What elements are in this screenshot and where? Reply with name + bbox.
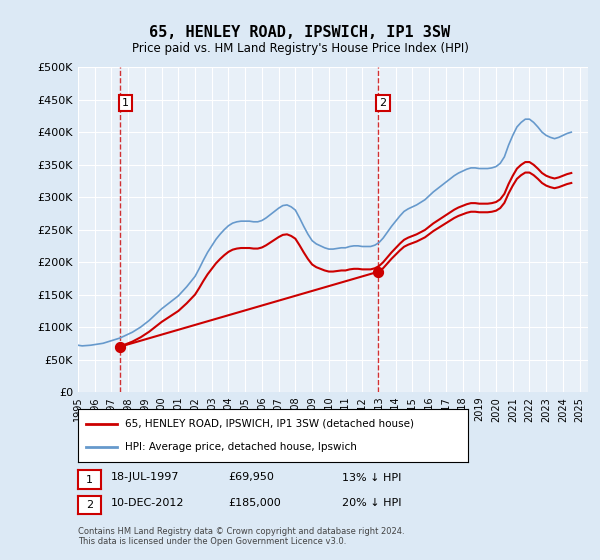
Text: 2: 2 xyxy=(379,98,386,108)
Point xyxy=(373,267,383,276)
Text: 1: 1 xyxy=(86,475,93,484)
Text: 10-DEC-2012: 10-DEC-2012 xyxy=(111,498,185,508)
Text: 20% ↓ HPI: 20% ↓ HPI xyxy=(342,498,401,508)
Text: £185,000: £185,000 xyxy=(228,498,281,508)
Point xyxy=(116,342,125,351)
Text: 65, HENLEY ROAD, IPSWICH, IP1 3SW (detached house): 65, HENLEY ROAD, IPSWICH, IP1 3SW (detac… xyxy=(125,419,414,429)
Text: 1: 1 xyxy=(122,98,129,108)
Text: 18-JUL-1997: 18-JUL-1997 xyxy=(111,473,179,483)
Text: Price paid vs. HM Land Registry's House Price Index (HPI): Price paid vs. HM Land Registry's House … xyxy=(131,42,469,55)
Text: HPI: Average price, detached house, Ipswich: HPI: Average price, detached house, Ipsw… xyxy=(125,442,356,452)
Point xyxy=(116,342,125,351)
Text: 13% ↓ HPI: 13% ↓ HPI xyxy=(342,473,401,483)
Text: Contains HM Land Registry data © Crown copyright and database right 2024.
This d: Contains HM Land Registry data © Crown c… xyxy=(78,526,404,546)
Text: £69,950: £69,950 xyxy=(228,473,274,483)
Text: 65, HENLEY ROAD, IPSWICH, IP1 3SW: 65, HENLEY ROAD, IPSWICH, IP1 3SW xyxy=(149,25,451,40)
Text: 2: 2 xyxy=(86,500,93,510)
Point xyxy=(373,267,383,276)
